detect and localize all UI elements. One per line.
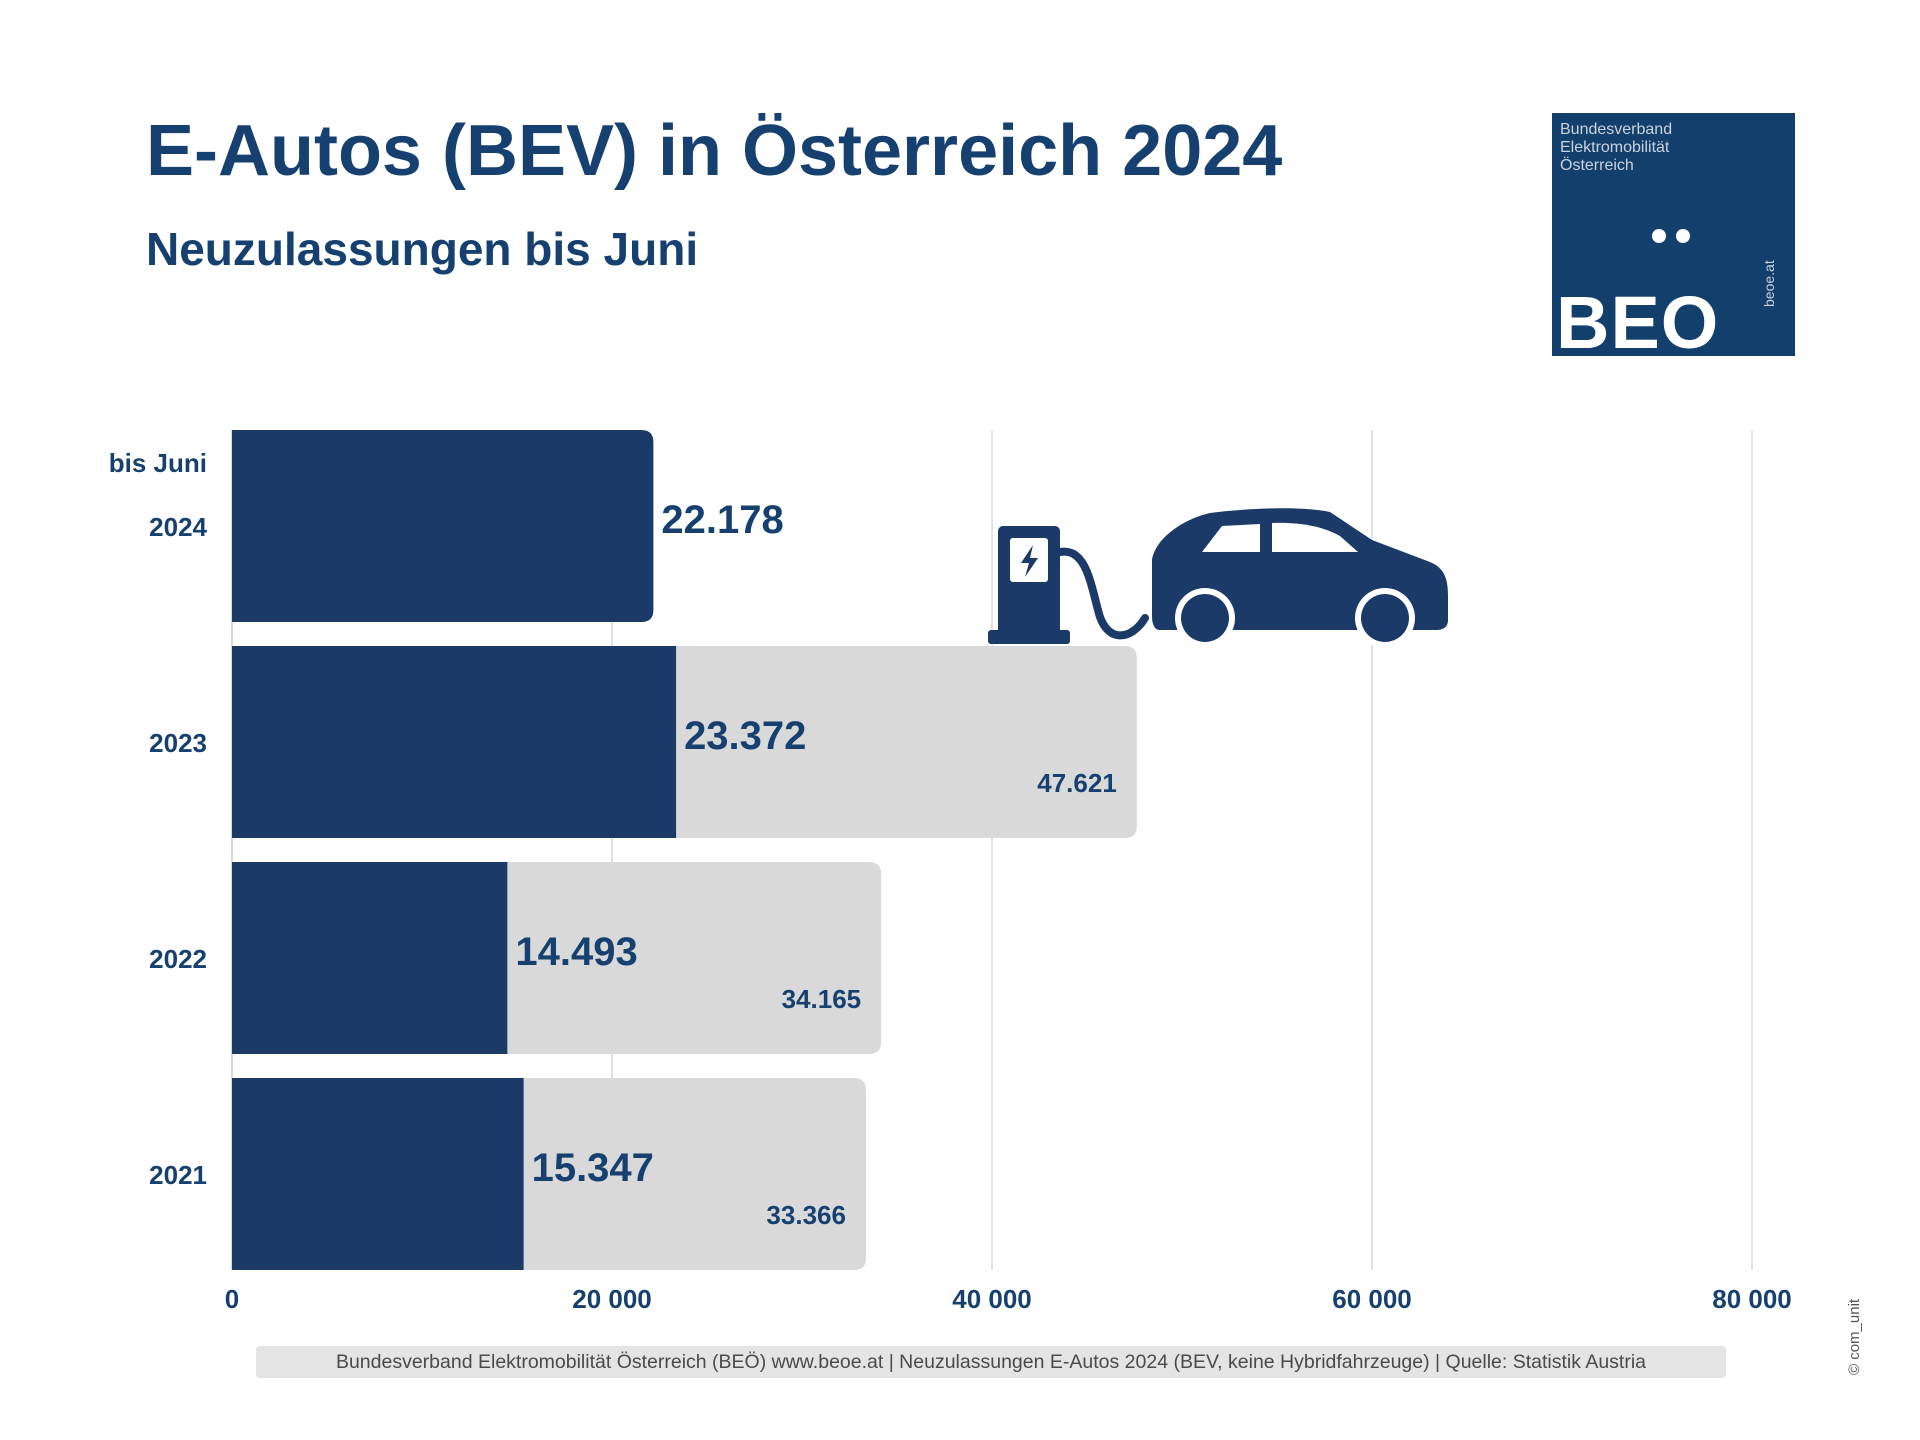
total-label-2023: 47.621 [1037,768,1117,798]
beo-logo: Bundesverband Elektromobilität Österreic… [1552,113,1795,361]
page-subtitle: Neuzulassungen bis Juni [146,222,698,276]
value-label-2022: 14.493 [515,930,637,974]
logo-text: Bundesverband Elektromobilität Österreic… [1560,121,1672,175]
bar-2022 [232,862,508,1054]
subtitle-bold: Neuzulassungen [146,223,512,275]
bar-2024 [232,430,654,622]
total-label-2022: 34.165 [782,984,862,1014]
logo-dots [1652,229,1700,248]
logo-line-2: Elektromobilität [1560,139,1670,156]
source-footer: Bundesverband Elektromobilität Österreic… [256,1346,1726,1378]
bar-2021 [232,1078,524,1270]
value-label-2024: 22.178 [661,498,783,542]
subtitle-rest: bis Juni [511,223,699,275]
category-label-2023: 2023 [149,728,207,758]
category-label-2024: 2024 [149,512,207,542]
category-label-2022: 2022 [149,944,207,974]
category-label-2021: 2021 [149,1160,207,1190]
ev-charging-car-icon [988,508,1448,648]
x-tick-label-3: 60 000 [1332,1284,1412,1314]
value-label-2023: 23.372 [684,714,806,758]
value-label-2021: 15.347 [532,1146,654,1190]
logo-mark: BEO [1556,281,1720,364]
total-label-2021: 33.366 [766,1200,846,1230]
logo-line-1: Bundesverband [1560,121,1673,138]
x-tick-label-4: 80 000 [1712,1284,1792,1314]
page-title: E-Autos (BEV) in Österreich 2024 [146,111,1283,191]
x-tick-label-2: 40 000 [952,1284,1032,1314]
copyright-note: © com_unit [1846,1298,1863,1375]
logo-line-3: Österreich [1560,157,1634,174]
category-prefix-label: bis Juni [109,448,207,478]
bar-2023 [232,646,677,838]
x-tick-label-0: 0 [225,1284,239,1314]
x-tick-label-1: 20 000 [572,1284,652,1314]
